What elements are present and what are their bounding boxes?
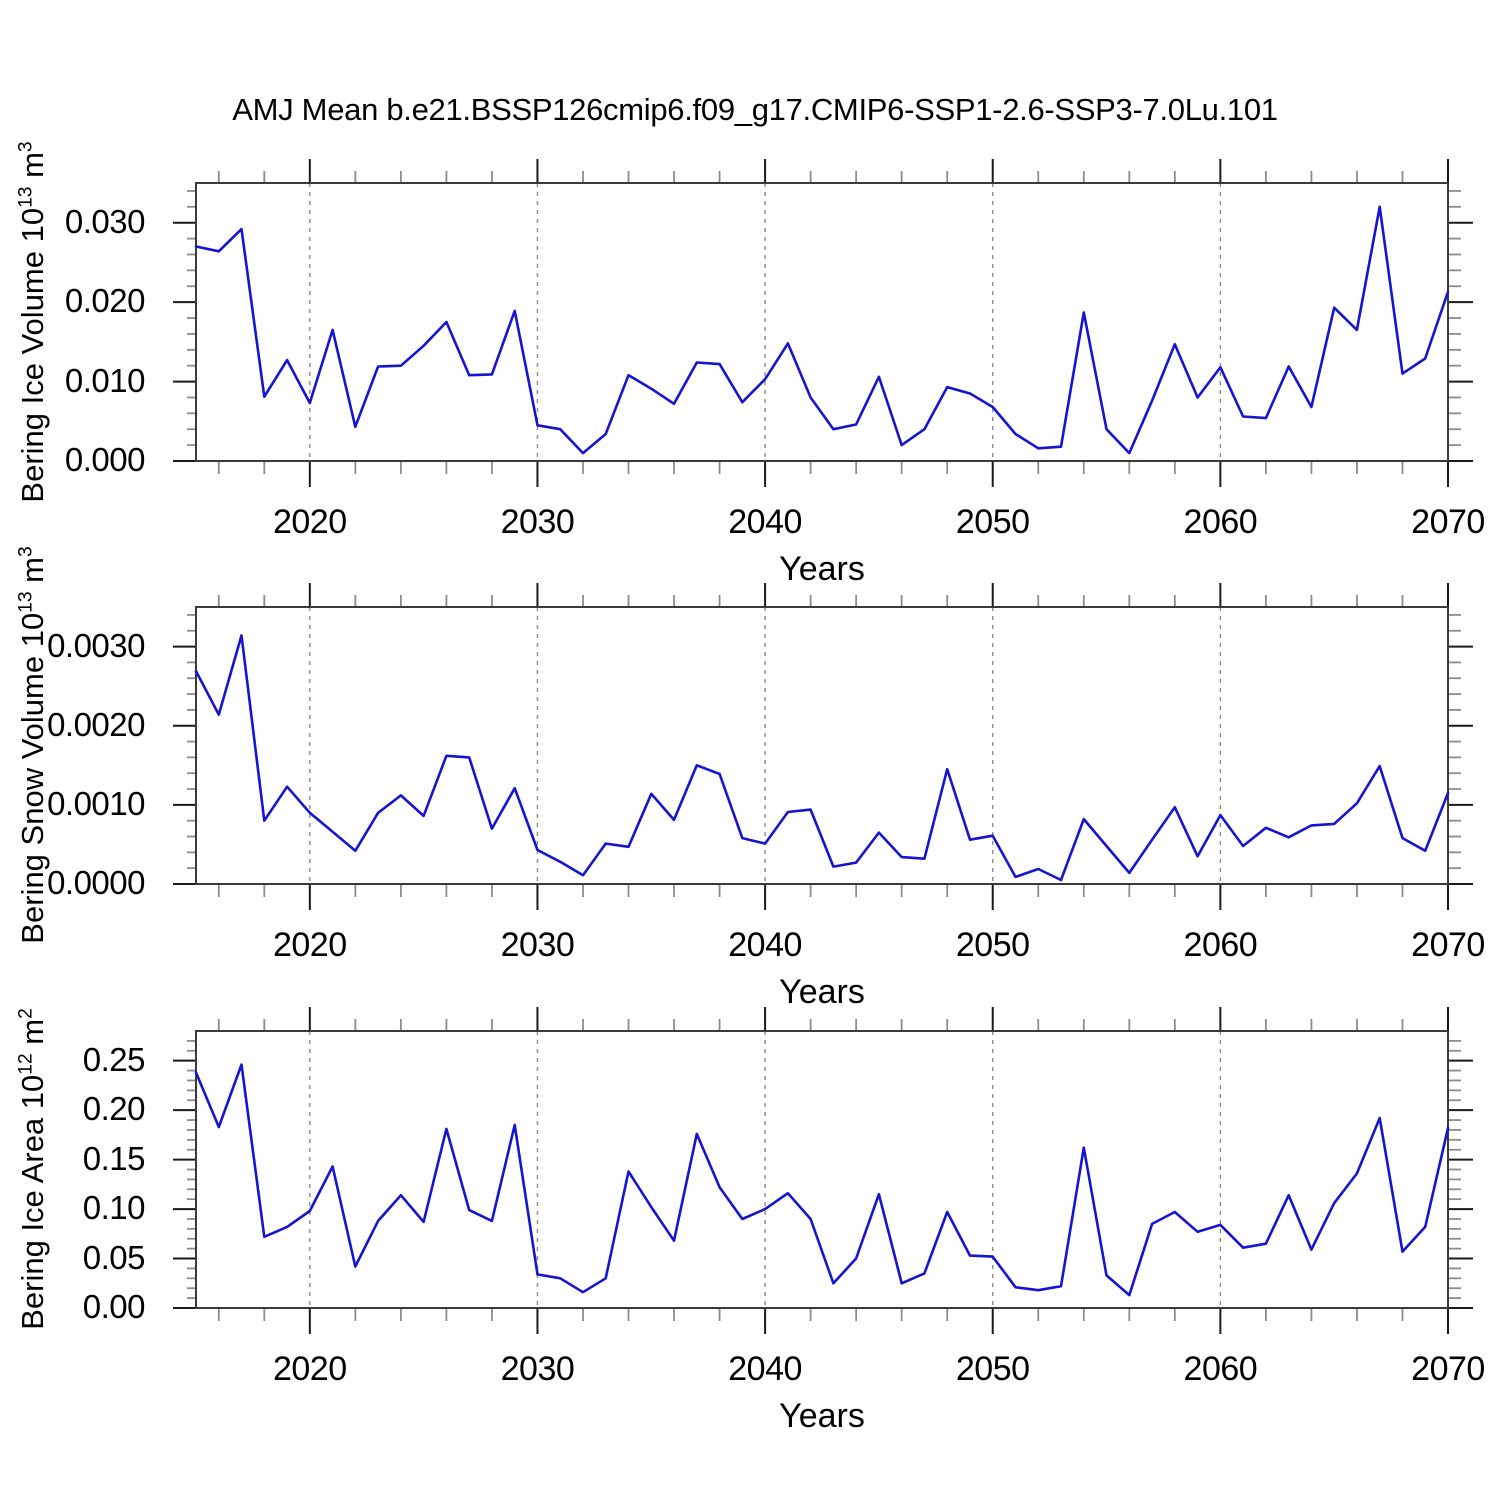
y-axis-label-exponent: 13 [15, 591, 37, 613]
x-tick-label: 2030 [500, 1350, 575, 1388]
y-tick-label: 0.000 [64, 441, 146, 479]
x-tick-label: 2040 [728, 1350, 802, 1388]
y-tick-label: 0.030 [64, 202, 146, 240]
x-tick-label: 2060 [1183, 503, 1258, 541]
y-tick-label: 0.0000 [47, 864, 145, 902]
x-tick-label: 2060 [1183, 1350, 1258, 1388]
y-axis-label-unit: m [15, 557, 50, 592]
y-tick-label: 0.0020 [47, 705, 145, 743]
x-axis-title-panel-3: Years [779, 1397, 865, 1435]
y-tick-label: 0.25 [82, 1040, 146, 1078]
x-tick-label: 2070 [1411, 1350, 1485, 1388]
x-tick-label: 2040 [728, 926, 802, 964]
x-tick-label: 2050 [955, 926, 1030, 964]
y-tick-label: 0.05 [82, 1238, 146, 1276]
series-line-bering-ice-volume [194, 205, 1450, 455]
x-tick-label: 2030 [500, 926, 575, 964]
x-tick-label: 2020 [272, 1350, 347, 1388]
x-tick-label: 2020 [272, 503, 347, 541]
x-tick-label: 2060 [1183, 926, 1258, 964]
x-tick-label: 2050 [955, 1350, 1030, 1388]
y-axis-label-unit-exponent: 3 [15, 141, 37, 153]
x-tick-label: 2070 [1411, 926, 1485, 964]
x-tick-label: 2020 [272, 926, 347, 964]
series-line-bering-ice-area [194, 1063, 1450, 1297]
x-tick-label: 2050 [955, 503, 1030, 541]
y-tick-label: 0.010 [64, 361, 146, 399]
x-tick-label: 2070 [1411, 503, 1485, 541]
y-tick-label: 0.10 [82, 1189, 146, 1227]
y-tick-label: 0.020 [64, 282, 146, 320]
y-tick-label: 0.0010 [47, 785, 145, 823]
y-tick-label: 0.15 [82, 1139, 146, 1177]
x-tick-label: 2040 [728, 503, 802, 541]
x-tick-label: 2030 [500, 503, 575, 541]
y-tick-label: 0.00 [82, 1288, 146, 1326]
series-line-bering-snow-volume [194, 634, 1450, 882]
figure-title: AMJ Mean b.e21.BSSP126cmip6.f09_g17.CMIP… [232, 92, 1278, 127]
x-axis-title-panel-1: Years [779, 550, 865, 588]
y-tick-label: 0.0030 [47, 626, 145, 664]
y-axis-label-unit: m [15, 152, 50, 187]
x-axis-title-panel-2: Years [779, 973, 865, 1011]
y-tick-label: 0.20 [82, 1090, 146, 1128]
y-axis-label-unit-exponent: 2 [15, 1008, 37, 1019]
y-axis-label-unit-exponent: 3 [15, 546, 37, 557]
